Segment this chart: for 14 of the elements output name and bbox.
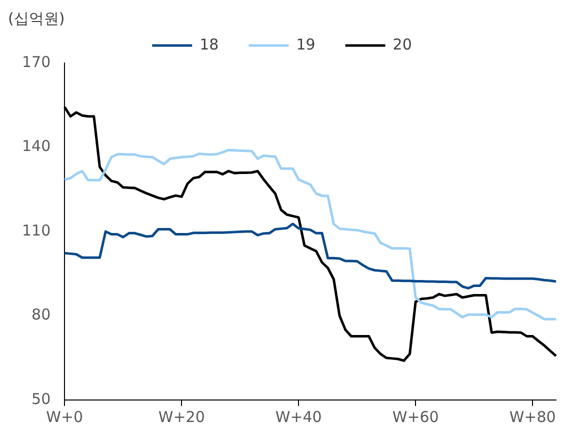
x-tick-label: W+40 [275,408,322,426]
legend-label: 19 [296,35,316,54]
legend-label: 18 [200,35,219,54]
x-tick-label: W+60 [392,408,439,426]
x-tick-label: W+0 [46,408,84,426]
x-tick-label: W+20 [158,408,205,426]
y-tick-label: 110 [22,221,51,240]
y-axis-title: (십억원) [8,9,65,28]
y-tick-label: 170 [22,52,51,71]
legend-label: 20 [392,35,412,54]
y-tick-label: 140 [22,137,51,156]
y-tick-label: 50 [32,390,51,408]
y-tick-label: 80 [32,306,51,324]
x-tick-label: W+80 [509,408,556,426]
